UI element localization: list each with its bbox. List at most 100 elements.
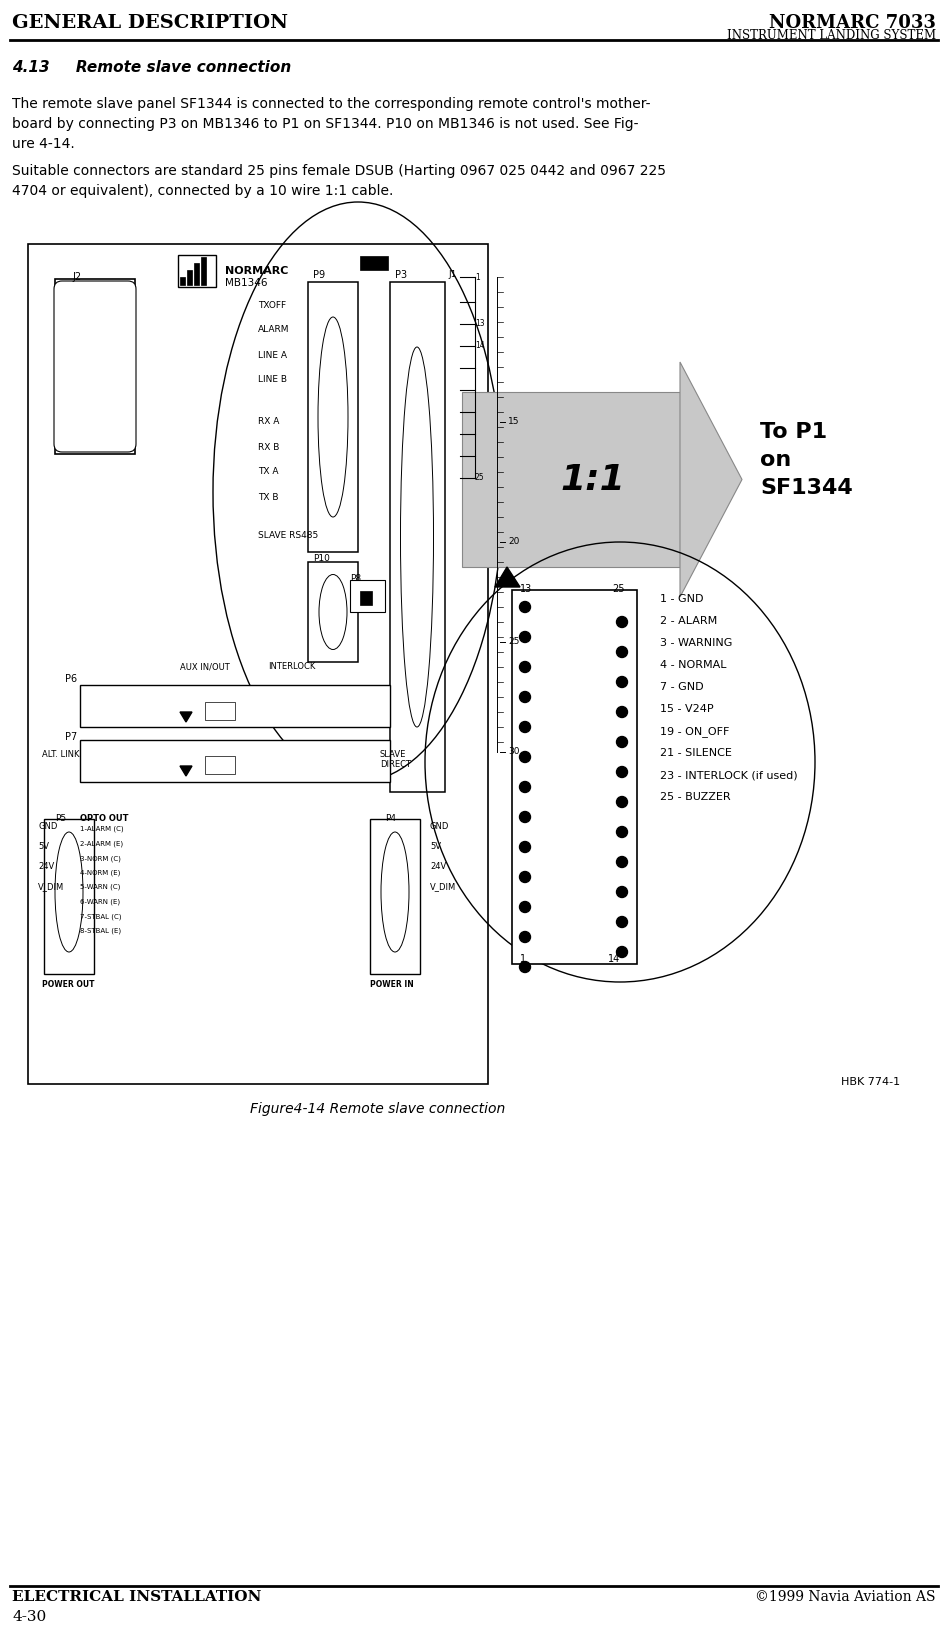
Text: SLAVE RS485: SLAVE RS485 [258, 530, 319, 540]
Bar [201, 256, 206, 286]
Circle shape [520, 842, 531, 852]
Text: 25: 25 [475, 473, 484, 483]
Text: P8: P8 [350, 574, 361, 583]
Circle shape [616, 917, 628, 927]
Text: 2-ALARM (E): 2-ALARM (E) [80, 840, 123, 847]
Text: MB1346: MB1346 [225, 277, 267, 287]
Text: 1:1: 1:1 [560, 462, 625, 496]
Circle shape [520, 782, 531, 793]
Text: 3 - WARNING: 3 - WARNING [660, 638, 733, 648]
Text: J2: J2 [72, 273, 82, 282]
Text: Figure4-14 Remote slave connection: Figure4-14 Remote slave connection [250, 1102, 505, 1116]
Text: RX B: RX B [258, 442, 280, 452]
Text: 21 - SILENCE: 21 - SILENCE [660, 747, 732, 757]
Text: 15 - V24P: 15 - V24P [660, 703, 714, 715]
Circle shape [616, 947, 628, 958]
Text: ALARM: ALARM [258, 325, 289, 335]
Bar [80, 739, 390, 782]
Text: P9: P9 [313, 269, 325, 281]
Text: INTERLOCK: INTERLOCK [268, 663, 316, 671]
Bar [360, 256, 388, 269]
Bar [55, 279, 135, 454]
Circle shape [616, 736, 628, 747]
Text: 7 - GND: 7 - GND [660, 682, 703, 692]
Text: 1-ALARM (C): 1-ALARM (C) [80, 826, 123, 832]
Text: P10: P10 [313, 553, 330, 563]
Polygon shape [680, 362, 742, 597]
Text: ELECTRICAL INSTALLATION: ELECTRICAL INSTALLATION [12, 1590, 262, 1604]
Text: 1 - GND: 1 - GND [660, 594, 703, 604]
Circle shape [616, 767, 628, 777]
Bar [28, 245, 488, 1084]
Circle shape [520, 751, 531, 762]
Text: 2 - ALARM: 2 - ALARM [660, 615, 718, 627]
Polygon shape [495, 566, 520, 588]
Text: 1: 1 [520, 955, 526, 965]
Text: P3: P3 [395, 269, 407, 281]
Text: 14: 14 [608, 955, 620, 965]
Circle shape [616, 857, 628, 868]
Circle shape [520, 632, 531, 643]
Bar [194, 263, 199, 286]
Text: on: on [760, 450, 792, 470]
Text: P6: P6 [65, 674, 77, 684]
Text: HBK 774-1: HBK 774-1 [841, 1077, 900, 1087]
Text: 8-STBAL (E): 8-STBAL (E) [80, 927, 121, 934]
Bar [44, 819, 94, 974]
Circle shape [616, 677, 628, 687]
Text: V_DIM: V_DIM [430, 881, 456, 891]
Text: TXOFF: TXOFF [258, 300, 286, 310]
Bar [205, 756, 235, 774]
Text: 13: 13 [475, 320, 484, 328]
Circle shape [520, 661, 531, 672]
Text: P5: P5 [55, 814, 66, 823]
Ellipse shape [55, 832, 83, 951]
Circle shape [520, 961, 531, 973]
Text: 4.13     Remote slave connection: 4.13 Remote slave connection [12, 60, 291, 75]
Text: board by connecting P3 on MB1346 to P1 on SF1344. P10 on MB1346 is not used. See: board by connecting P3 on MB1346 to P1 o… [12, 118, 639, 131]
Text: 3-NORM (C): 3-NORM (C) [80, 855, 121, 862]
Text: 14: 14 [475, 341, 484, 351]
Text: 24V: 24V [430, 862, 447, 871]
Text: 4704 or equivalent), connected by a 10 wire 1:1 cable.: 4704 or equivalent), connected by a 10 w… [12, 184, 393, 197]
Bar [80, 685, 390, 726]
Bar [512, 591, 637, 965]
Ellipse shape [318, 317, 348, 517]
Text: To P1: To P1 [760, 423, 827, 442]
Text: SLAVE
DIRECT: SLAVE DIRECT [380, 751, 411, 769]
Text: 5-WARN (C): 5-WARN (C) [80, 885, 120, 891]
Text: 25: 25 [612, 584, 625, 594]
Circle shape [520, 602, 531, 612]
Text: 24V: 24V [38, 862, 54, 871]
Text: OPTO OUT: OPTO OUT [80, 814, 129, 823]
Text: 4-30: 4-30 [12, 1611, 46, 1624]
Circle shape [520, 692, 531, 702]
Bar [462, 392, 680, 566]
Text: 15: 15 [508, 418, 520, 426]
Text: 4 - NORMAL: 4 - NORMAL [660, 659, 726, 671]
Polygon shape [180, 765, 192, 775]
Circle shape [520, 932, 531, 943]
Text: TX A: TX A [258, 467, 279, 477]
Text: LINE A: LINE A [258, 351, 287, 359]
Text: 5V: 5V [38, 842, 49, 850]
Text: ALT. LINK: ALT. LINK [42, 751, 80, 759]
FancyBboxPatch shape [54, 281, 136, 452]
Text: ©1999 Navia Aviation AS: ©1999 Navia Aviation AS [756, 1590, 936, 1604]
Text: 19 - ON_OFF: 19 - ON_OFF [660, 726, 729, 738]
Text: 4-NORM (E): 4-NORM (E) [80, 870, 120, 876]
Bar [390, 282, 445, 792]
Circle shape [520, 721, 531, 733]
Text: ure 4-14.: ure 4-14. [12, 137, 75, 152]
Bar [350, 579, 385, 612]
Bar [370, 819, 420, 974]
Text: LINE B: LINE B [258, 375, 287, 385]
Text: 6-WARN (E): 6-WARN (E) [80, 899, 120, 906]
Text: POWER OUT: POWER OUT [42, 979, 95, 989]
Text: AUX IN/OUT: AUX IN/OUT [180, 663, 229, 671]
Text: 30: 30 [508, 747, 520, 757]
Text: The remote slave panel SF1344 is connected to the corresponding remote control's: The remote slave panel SF1344 is connect… [12, 96, 650, 111]
Text: INSTRUMENT LANDING SYSTEM: INSTRUMENT LANDING SYSTEM [727, 29, 936, 42]
Circle shape [520, 901, 531, 912]
Bar [360, 591, 372, 605]
